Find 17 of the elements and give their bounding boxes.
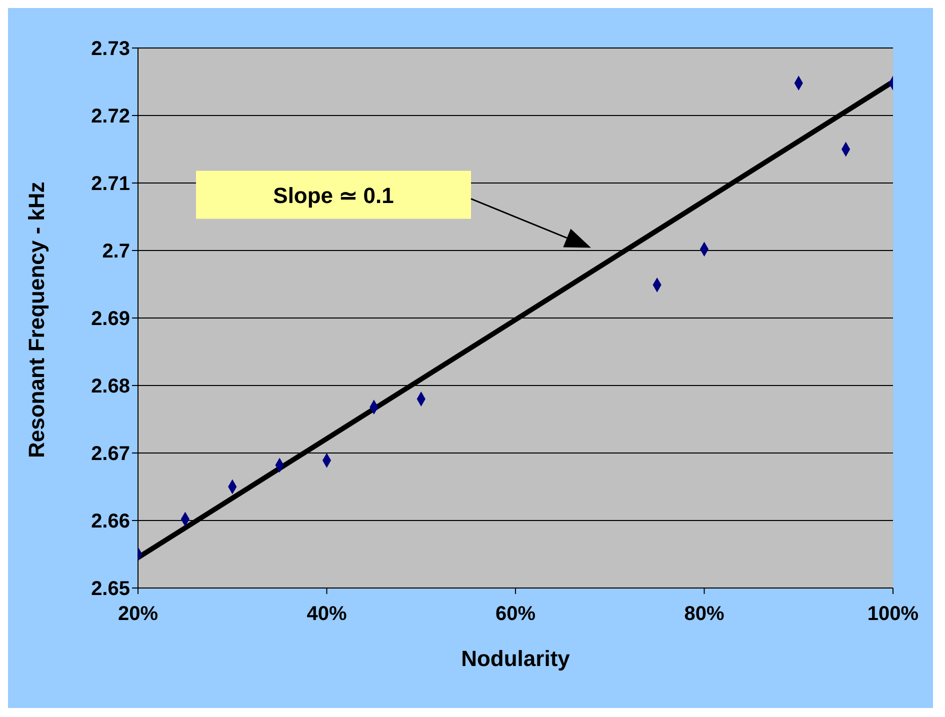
- y-tick-label: 2.71: [91, 173, 130, 196]
- x-tick-label: 40%: [306, 603, 347, 626]
- y-tick-label: 2.69: [91, 308, 130, 330]
- y-tick-label: 2.67: [91, 443, 130, 466]
- x-tick-label: 80%: [684, 603, 724, 626]
- annotation: Slope ≃ 0.1: [273, 182, 394, 208]
- x-axis-title: Nodularity: [461, 646, 571, 671]
- y-tick-label: 2.65: [91, 578, 130, 600]
- x-tick-label: 60%: [495, 603, 536, 626]
- y-tick-label: 2.7: [102, 240, 130, 263]
- y-tick-label: 2.72: [91, 106, 130, 128]
- y-tick-label: 2.66: [91, 510, 130, 533]
- y-tick-label: 2.73: [91, 38, 130, 60]
- y-tick-label: 2.68: [91, 376, 130, 398]
- x-tick-label: 100%: [867, 603, 919, 626]
- y-axis-title: Resonant Frequency - kHz: [24, 182, 49, 458]
- x-tick-label: 20%: [118, 603, 158, 626]
